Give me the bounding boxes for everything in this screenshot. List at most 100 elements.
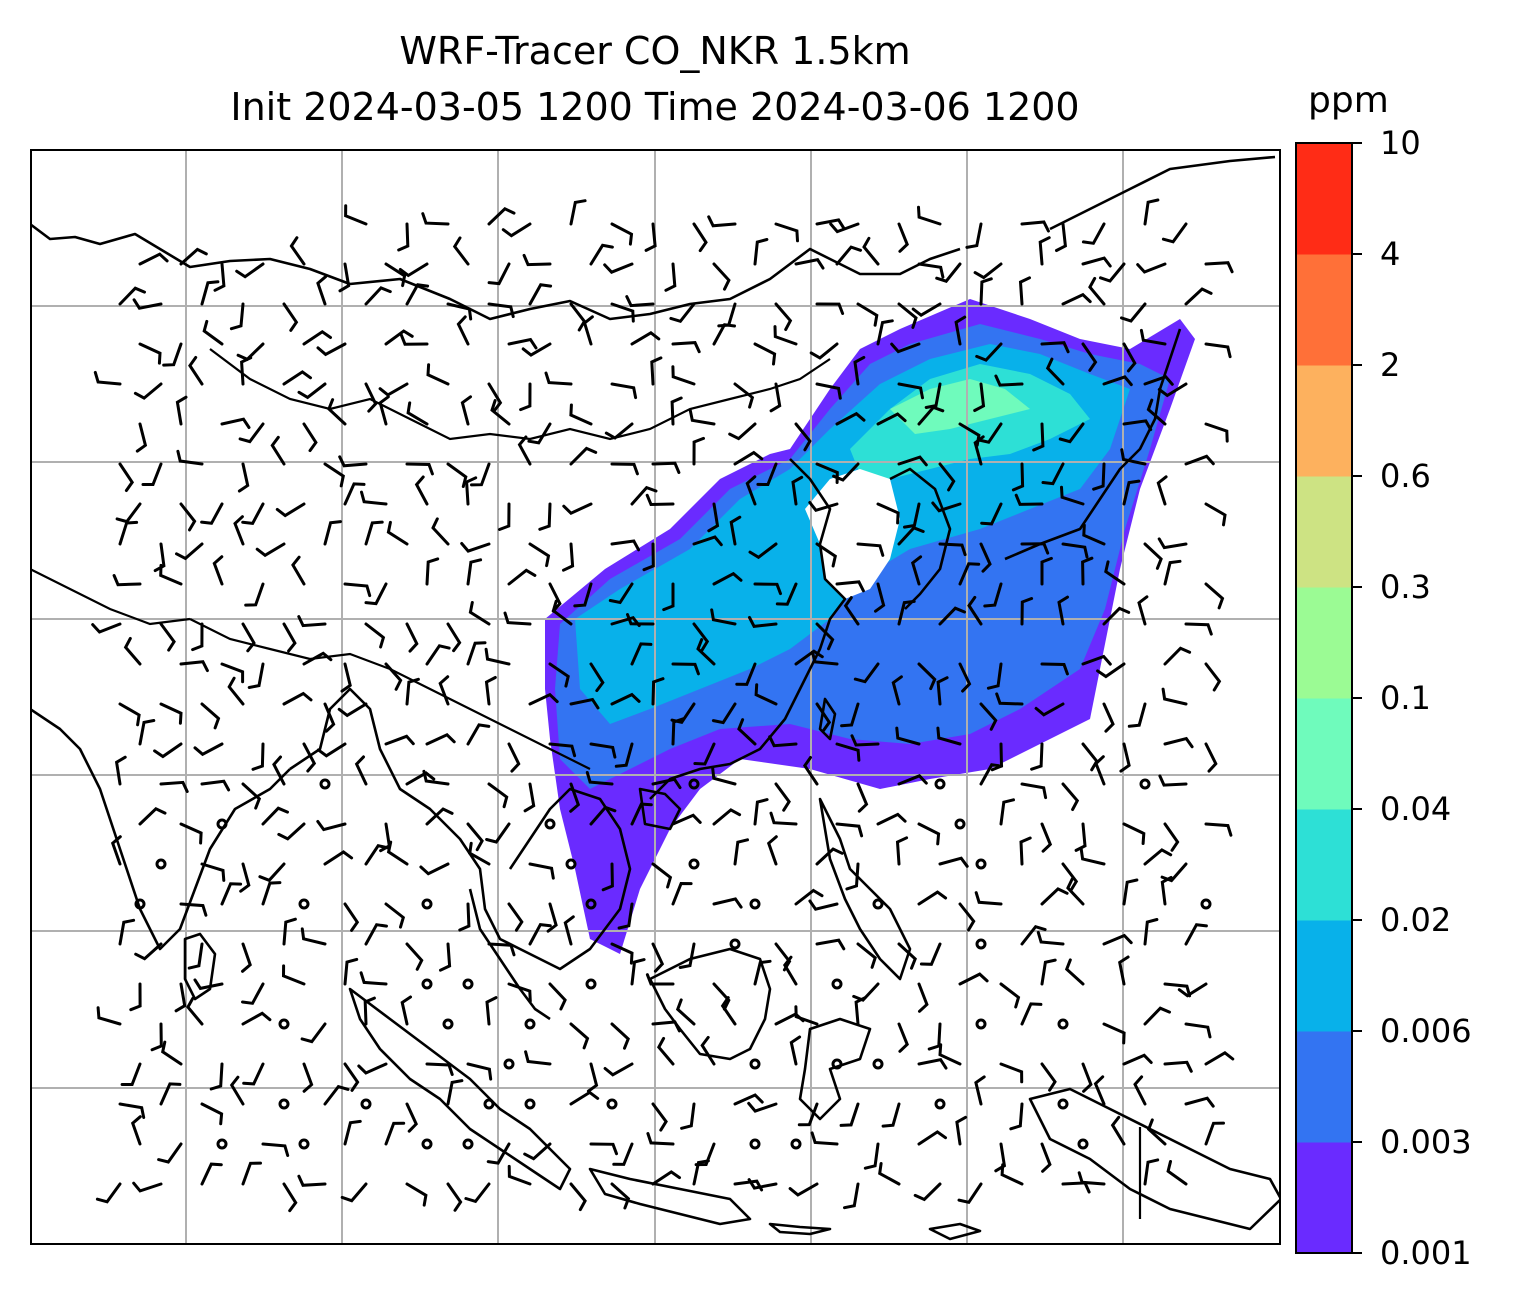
coastline-china-east — [649, 458, 847, 800]
wind-barb — [835, 245, 862, 266]
wind-barb — [517, 435, 532, 466]
colorbar — [1295, 142, 1362, 1254]
calm-wind-marker — [360, 1098, 372, 1110]
wind-barb — [338, 262, 351, 293]
wind-barb — [1184, 287, 1213, 306]
wind-barb — [282, 1182, 298, 1213]
wind-barb — [179, 247, 208, 266]
wind-barb — [134, 942, 163, 961]
wind-barb — [999, 982, 1021, 1009]
wind-barb — [712, 808, 742, 826]
wind-barb — [919, 942, 942, 966]
wind-barb — [835, 580, 865, 593]
coastline-nusa — [768, 1222, 832, 1236]
colorbar-tick-label: 2 — [1380, 346, 1401, 384]
wind-barb — [1143, 198, 1160, 226]
wind-barb — [1163, 1060, 1193, 1073]
wind-barb — [1163, 736, 1194, 749]
coastline-korea — [889, 467, 952, 610]
wind-barb — [490, 399, 511, 426]
wind-barb — [645, 973, 675, 986]
wind-barb — [1143, 542, 1163, 570]
wind-barb — [159, 1082, 182, 1106]
wind-barb — [277, 822, 306, 841]
map-frame — [30, 149, 1281, 1245]
wind-barb — [999, 798, 1015, 826]
wind-barb — [141, 462, 163, 486]
wind-barb — [484, 676, 497, 706]
wind-barb — [614, 742, 634, 768]
wind-barb — [1204, 822, 1233, 837]
calm-wind-marker — [975, 858, 987, 870]
wind-barb — [630, 330, 661, 346]
wind-barb — [664, 262, 677, 292]
wind-barb — [546, 902, 558, 933]
wind-barb — [569, 446, 598, 466]
colorbar-block — [1296, 809, 1352, 921]
wind-barb — [186, 996, 204, 1026]
wind-barb — [114, 755, 127, 786]
wind-barb — [958, 562, 981, 586]
wind-barb — [202, 319, 224, 346]
wind-barb — [486, 1142, 511, 1165]
coastline-northeast — [1049, 155, 1276, 231]
wind-barb — [651, 862, 673, 889]
wind-barb — [675, 998, 696, 1026]
wind-barb — [133, 382, 163, 400]
wind-barb — [881, 1102, 901, 1128]
wind-barb — [913, 1182, 942, 1202]
wind-barb — [973, 382, 986, 412]
colorbar-block — [1296, 476, 1352, 588]
wind-barb — [258, 862, 286, 883]
wind-barb — [179, 660, 209, 673]
wind-barb — [720, 996, 737, 1026]
wind-barb — [118, 702, 141, 727]
coastline-japan — [1004, 328, 1182, 561]
coastline-sulawesi — [798, 1017, 872, 1121]
wind-barb — [1014, 493, 1044, 506]
wind-barb — [794, 1005, 819, 1026]
wind-barb — [927, 1022, 942, 1051]
wind-barb — [132, 298, 163, 310]
wind-barb — [954, 315, 967, 346]
wind-barb — [669, 302, 696, 324]
wind-barb — [159, 702, 183, 725]
wind-barb — [458, 902, 471, 932]
colorbar-ticks — [1352, 142, 1362, 1254]
wind-barb — [651, 1102, 668, 1132]
wind-barb — [193, 742, 224, 757]
wind-barb — [507, 568, 537, 586]
wind-barb — [774, 222, 799, 243]
wind-barb — [747, 1178, 778, 1190]
wind-barb — [1081, 342, 1098, 372]
wind-barb — [612, 1142, 634, 1166]
wind-barb — [630, 958, 646, 986]
wind-barb — [728, 422, 757, 441]
wind-barb — [994, 374, 1024, 387]
wind-barb — [528, 692, 559, 706]
wind-barb — [275, 502, 306, 518]
wind-barb — [938, 1043, 962, 1066]
calm-wind-marker — [544, 818, 556, 830]
wind-barb — [589, 1142, 618, 1156]
wind-barb — [642, 542, 655, 572]
colorbar-tick-label: 0.003 — [1380, 1123, 1472, 1161]
wind-barb — [878, 1162, 901, 1186]
calm-wind-marker — [298, 898, 310, 910]
wind-barb — [562, 542, 575, 572]
calm-wind-marker — [934, 778, 946, 790]
wind-barb — [1020, 782, 1048, 800]
wind-barb — [1061, 542, 1089, 559]
wind-barb — [544, 371, 573, 386]
wind-barb — [272, 755, 286, 786]
wind-barb — [501, 222, 532, 238]
colorbar-block — [1296, 1031, 1352, 1143]
wind-barb — [692, 222, 708, 253]
colorbar-tick-label: 0.04 — [1380, 790, 1452, 828]
calm-wind-marker — [565, 858, 577, 870]
wind-barb — [917, 662, 937, 691]
wind-barb — [917, 1058, 948, 1070]
wind-barb — [815, 622, 835, 651]
wind-barb — [1104, 560, 1126, 586]
wind-barb — [747, 1101, 778, 1113]
